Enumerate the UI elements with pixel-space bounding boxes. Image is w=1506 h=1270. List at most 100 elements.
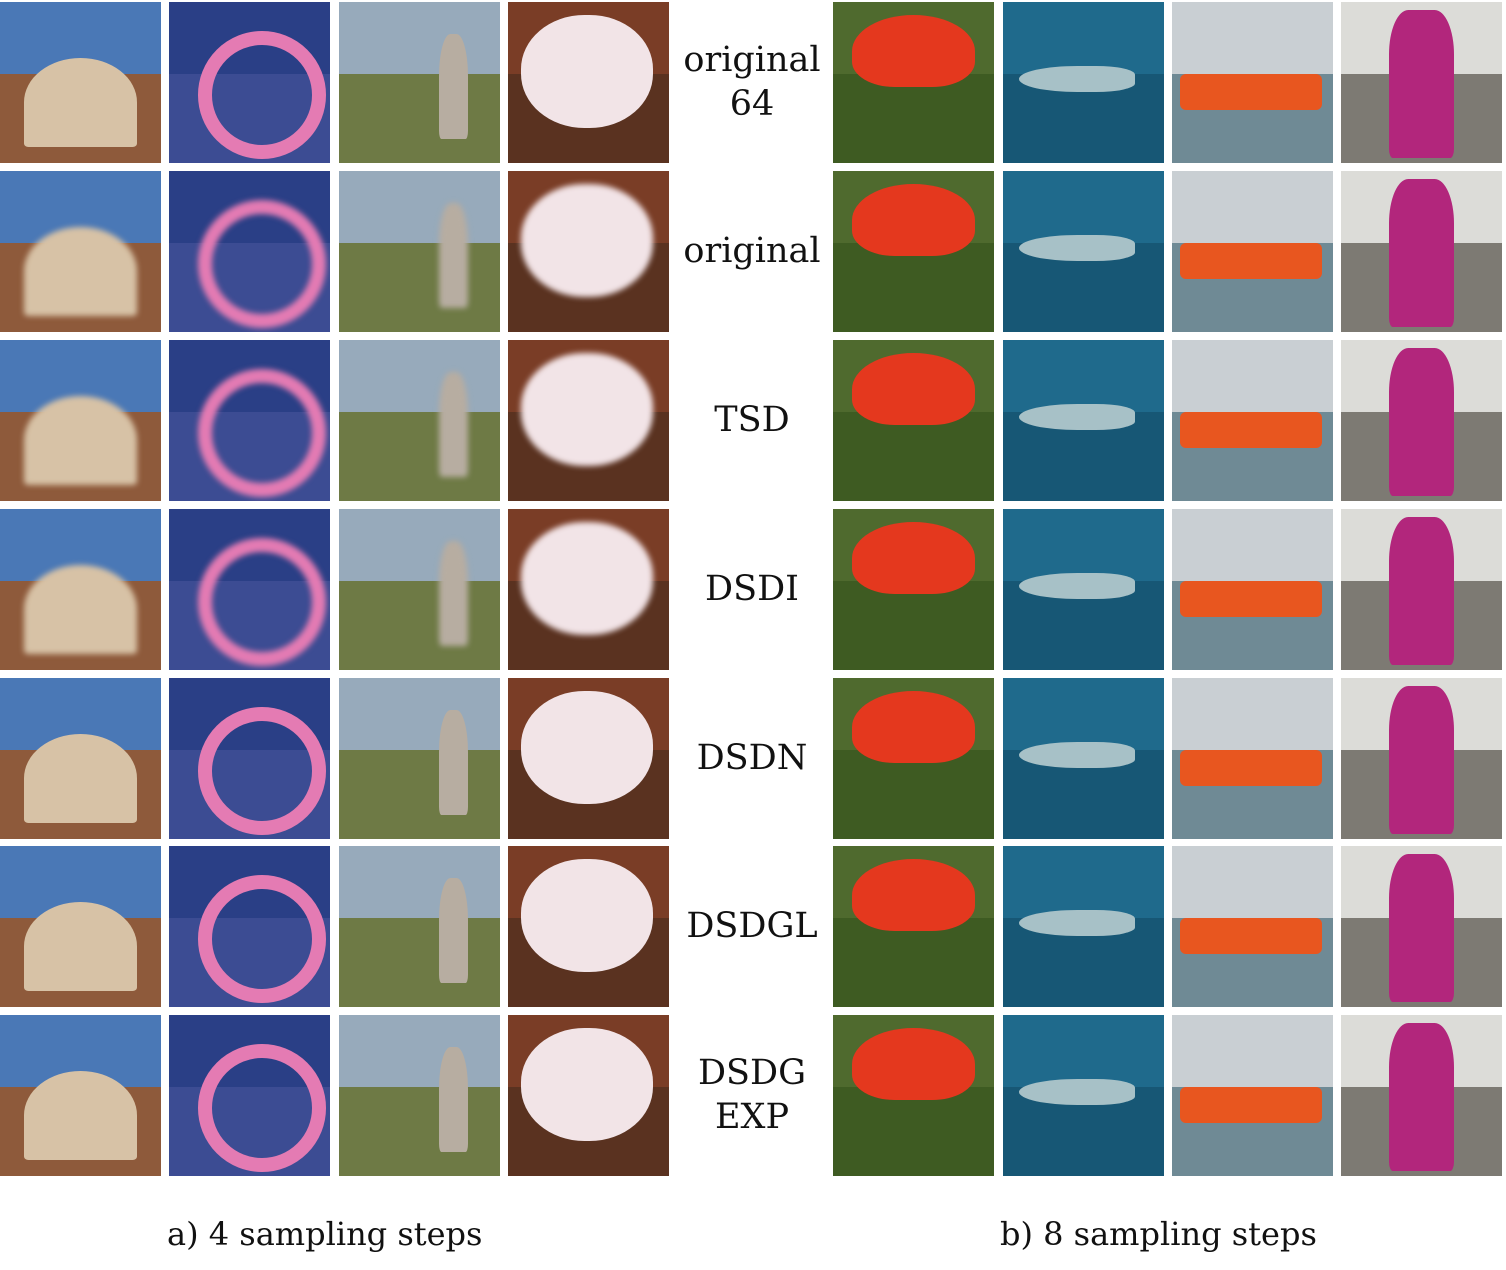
standing-stone-image [339,340,500,501]
dome-church-image [0,1015,161,1176]
piggy-bank-shape [520,1027,653,1141]
standing-stone-shape [438,203,468,308]
fly-agaric-mushroom-shape [852,521,975,595]
shark-shape [1019,66,1135,93]
piggy-bank-image [508,340,669,501]
standing-stone-ground [339,412,500,501]
knotted-rope-shape [197,30,326,159]
knotted-rope-image [169,171,330,332]
kimono-shape [1389,854,1454,1003]
row-label-line: DSDG [697,1053,807,1093]
fly-agaric-mushroom-shape [852,690,975,764]
dome-church-shape [24,396,137,485]
shark-image [1003,2,1164,163]
kimono-shape [1389,10,1454,159]
kimono-shape [1389,1023,1454,1172]
standing-stone-ground [339,74,500,163]
standing-stone-shape [438,541,468,646]
shark-image [1003,846,1164,1007]
knotted-rope-shape [197,874,326,1003]
standing-stone-image [339,171,500,332]
fly-agaric-mushroom-ground [833,74,994,163]
standing-stone-ground [339,243,500,332]
fly-agaric-mushroom-ground [833,750,994,839]
piggy-bank-image [508,1015,669,1176]
row-label: original 64 [672,38,832,126]
mushroom-image [833,678,994,839]
row-label: DSDI [672,567,832,611]
knotted-rope-image [169,678,330,839]
dome-church-shape [24,58,137,147]
lifeboat-image [1172,171,1333,332]
row-label-line: DSDN [696,738,808,778]
shark-image [1003,509,1164,670]
piggy-bank-shape [520,14,653,128]
dome-church-image [0,846,161,1007]
piggy-bank-shape [520,690,653,804]
piggy-bank-image [508,509,669,670]
lifeboat-image [1172,2,1333,163]
dome-church-image [0,2,161,163]
fly-agaric-mushroom-ground [833,1087,994,1176]
fly-agaric-mushroom-shape [852,352,975,426]
lifeboat-image [1172,1015,1333,1176]
shark-shape [1019,235,1135,262]
fly-agaric-mushroom-shape [852,1027,975,1101]
row-label-line: original [683,231,821,271]
dome-church-shape [24,1071,137,1160]
standing-stone-image [339,2,500,163]
fly-agaric-mushroom-shape [852,858,975,932]
knotted-rope-image [169,509,330,670]
knotted-rope-image [169,846,330,1007]
mushroom-image [833,2,994,163]
fly-agaric-mushroom-ground [833,581,994,670]
kimono-image [1341,171,1502,332]
row-label: original [672,229,832,273]
dome-church-image [0,340,161,501]
dome-church-image [0,171,161,332]
knotted-rope-shape [197,537,326,666]
knotted-rope-image [169,340,330,501]
lifeboat-image [1172,846,1333,1007]
piggy-bank-image [508,846,669,1007]
mushroom-image [833,340,994,501]
shark-shape [1019,742,1135,769]
lifeboat-shape [1180,1087,1322,1123]
shark-shape [1019,1079,1135,1106]
standing-stone-image [339,846,500,1007]
lifeboat-image [1172,340,1333,501]
kimono-shape [1389,517,1454,666]
shark-image [1003,171,1164,332]
piggy-bank-image [508,2,669,163]
piggy-bank-shape [520,521,653,635]
lifeboat-shape [1180,750,1322,786]
knotted-rope-image [169,1015,330,1176]
dome-church-shape [24,902,137,991]
mushroom-image [833,509,994,670]
shark-shape [1019,573,1135,600]
lifeboat-image [1172,678,1333,839]
dome-church-shape [24,734,137,823]
kimono-image [1341,2,1502,163]
knotted-rope-image [169,2,330,163]
dome-church-image [0,509,161,670]
dome-church-image [0,678,161,839]
kimono-shape [1389,348,1454,497]
row-label: DSDGL [672,904,832,948]
kimono-image [1341,678,1502,839]
standing-stone-shape [438,372,468,477]
knotted-rope-shape [197,1043,326,1172]
knotted-rope-shape [197,199,326,328]
row-label-line: DSDI [705,569,799,609]
mushroom-image [833,171,994,332]
row-label-line: 64 [729,84,775,124]
fly-agaric-mushroom-shape [852,14,975,88]
row-label-line: original [683,40,821,80]
knotted-rope-shape [197,368,326,497]
standing-stone-shape [438,34,468,139]
standing-stone-shape [438,710,468,815]
piggy-bank-shape [520,183,653,297]
standing-stone-ground [339,750,500,839]
lifeboat-shape [1180,918,1322,954]
